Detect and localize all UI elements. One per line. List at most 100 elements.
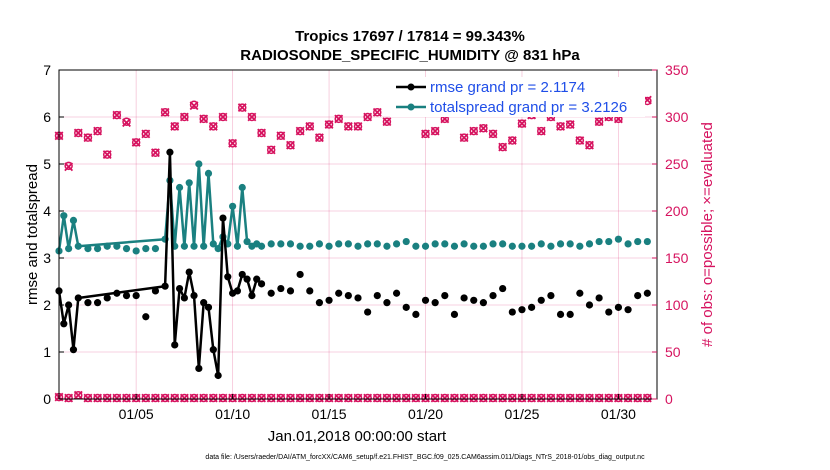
obs-evaluated-zero-point <box>488 393 498 403</box>
obs-evaluated-point <box>208 121 218 131</box>
spread-point <box>528 242 536 250</box>
obs-evaluated-zero-point-stroke <box>102 393 112 403</box>
obs-evaluated-zero-point-stroke <box>401 393 411 403</box>
spread-point <box>576 242 584 250</box>
spread-point <box>122 245 131 253</box>
chart-title-line2: RADIOSONDE_SPECIFIC_HUMIDITY @ 831 hPa <box>240 47 580 64</box>
obs-evaluated-point <box>314 133 324 143</box>
obs-evaluated-zero-point <box>334 393 344 403</box>
obs-evaluated-zero-point <box>83 393 93 403</box>
obs-possible-point <box>199 114 208 124</box>
obs-evaluated-point <box>324 120 334 129</box>
obs-evaluated-point-stroke <box>305 121 315 131</box>
obs-evaluated-zero-point <box>64 393 74 403</box>
obs-evaluated-zero-point <box>305 393 315 403</box>
obs-evaluated-zero-point <box>604 393 614 403</box>
obs-evaluated-point-stroke <box>585 140 594 150</box>
obs-evaluated-zero-point-stroke <box>160 393 170 403</box>
obs-evaluated-zero-point-stroke <box>353 393 363 403</box>
spread-point <box>243 237 251 246</box>
obs-evaluated-zero-point-stroke <box>257 393 266 403</box>
spread-point <box>499 240 507 248</box>
rmse-point <box>441 292 449 300</box>
spread-point <box>238 183 246 192</box>
rmse-point <box>219 214 227 222</box>
y-right-tick-label: 150 <box>665 250 689 266</box>
obs-possible-zero-point <box>276 393 286 403</box>
obs-evaluated-zero-point-stroke <box>83 393 93 403</box>
obs-possible-point <box>488 129 498 139</box>
rmse-point <box>84 299 92 307</box>
obs-evaluated-point-stroke <box>93 126 103 136</box>
obs-evaluated-zero-point <box>478 393 488 403</box>
obs-evaluated-point-stroke <box>565 120 575 129</box>
rmse-point <box>214 371 222 380</box>
spread-point <box>431 240 439 248</box>
obs-evaluated-point <box>266 145 276 155</box>
rmse-point <box>547 292 555 300</box>
obs-possible-point <box>498 142 507 152</box>
obs-possible-zero-point <box>286 393 295 403</box>
spread-point <box>354 242 362 250</box>
obs-evaluated-point <box>469 126 479 136</box>
x-tick-label: 01/05 <box>119 406 154 422</box>
obs-evaluated-zero-point-stroke <box>604 393 614 403</box>
legend-marker-spread <box>407 103 415 111</box>
obs-evaluated-zero-point-stroke <box>314 393 324 403</box>
rmse-line <box>57 151 258 377</box>
obs-evaluated-zero-point-stroke <box>478 393 488 403</box>
obs-possible-point <box>122 117 131 126</box>
spread-point <box>93 245 102 253</box>
obs-evaluated-point <box>459 133 469 143</box>
obs-evaluated-zero-point <box>507 393 517 403</box>
obs-evaluated-zero-point <box>430 393 440 403</box>
obs-possible-point <box>238 103 247 112</box>
spread-point <box>195 160 203 168</box>
obs-evaluated-point <box>73 128 83 138</box>
obs-possible-zero-point <box>479 393 488 403</box>
obs-evaluated-point <box>585 140 594 150</box>
spread-point <box>286 240 295 248</box>
obs-possible-zero-point <box>401 393 411 403</box>
obs-evaluated-zero-point-stroke <box>305 393 315 403</box>
obs-evaluated-point-stroke <box>314 133 324 143</box>
obs-evaluated-zero-point <box>575 393 585 403</box>
rmse-point <box>576 289 584 297</box>
obs-evaluated-point-stroke <box>507 136 517 145</box>
spread-point <box>566 240 574 248</box>
obs-possible-point <box>74 128 83 138</box>
obs-evaluated-zero-point-stroke <box>208 393 218 403</box>
obs-evaluated-point-stroke <box>160 107 170 117</box>
obs-possible-zero-point <box>122 393 131 403</box>
obs-evaluated-zero-point-stroke <box>498 393 508 403</box>
obs-evaluated-point <box>575 136 585 145</box>
obs-evaluated-zero-point <box>189 393 199 403</box>
spread-point <box>585 240 594 248</box>
obs-possible-point <box>556 122 565 131</box>
obs-evaluated-point <box>594 117 604 127</box>
rmse-point <box>65 301 73 309</box>
rmse-point <box>190 292 198 300</box>
obs-evaluated-zero-point <box>102 393 112 403</box>
obs-possible-point <box>228 139 237 148</box>
obs-evaluated-zero-point <box>218 393 228 403</box>
obs-evaluated-zero-point <box>208 393 218 403</box>
grid <box>59 69 657 400</box>
obs-possible-zero-point <box>373 393 382 403</box>
obs-possible-zero-point <box>83 393 93 403</box>
obs-possible-zero-point <box>353 393 363 403</box>
obs-possible-point <box>373 108 382 117</box>
x-tick-label: 01/20 <box>408 406 443 422</box>
obs-evaluated-point-stroke <box>382 117 392 127</box>
obs-evaluated-point <box>179 112 189 122</box>
obs-evaluated-zero-point-stroke <box>112 393 122 403</box>
obs-evaluated-zero-point-stroke <box>372 393 382 403</box>
obs-evaluated-zero-point <box>440 393 450 403</box>
obs-evaluated-zero-point-stroke <box>488 393 498 403</box>
obs-evaluated-point-stroke <box>353 121 363 131</box>
obs-possible-point <box>93 126 102 136</box>
obs-possible-zero-point <box>151 393 160 403</box>
rmse-point <box>103 294 111 302</box>
obs-evaluated-zero-point-stroke <box>594 393 604 403</box>
